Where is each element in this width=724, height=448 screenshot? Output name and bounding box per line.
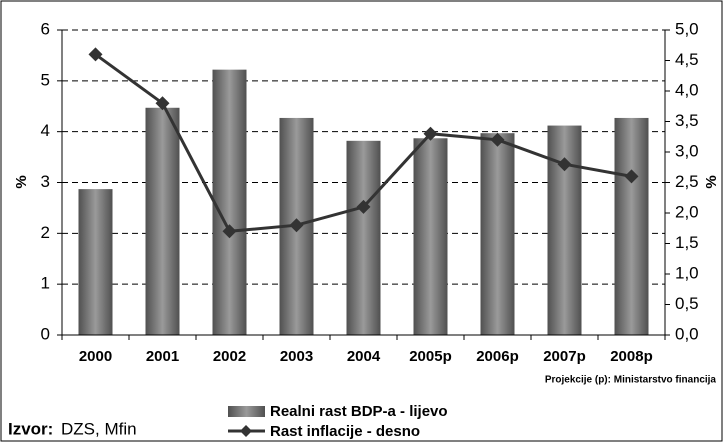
source-label: Izvor: xyxy=(8,419,53,438)
x-tick-label: 2008p xyxy=(610,348,653,365)
y-tick-label: 6 xyxy=(41,19,50,38)
bar xyxy=(145,107,180,336)
y2-tick-label: 3,5 xyxy=(675,111,699,130)
bar xyxy=(413,138,448,335)
x-tick-label: 2002 xyxy=(213,348,246,365)
y-tick-label: 3 xyxy=(41,172,50,191)
annotation: Projekcije (p): Ministarstvo financija xyxy=(545,375,717,386)
x-tick-label: 2007p xyxy=(543,348,586,365)
y2-tick-label: 4,5 xyxy=(675,50,699,69)
x-tick-label: 2005p xyxy=(409,348,452,365)
marker xyxy=(490,132,505,147)
bar xyxy=(547,125,582,335)
y2-tick-label: 0,5 xyxy=(675,294,699,313)
bar xyxy=(78,189,113,335)
y-tick-label: 0 xyxy=(41,324,50,343)
marker xyxy=(624,169,639,184)
y-tick-label: 2 xyxy=(41,223,50,242)
bar xyxy=(212,69,247,336)
y2-axis-label: % xyxy=(703,175,720,188)
x-tick-label: 2006p xyxy=(476,348,519,365)
marker xyxy=(289,218,304,233)
y2-tick-label: 2,5 xyxy=(675,172,699,191)
bar xyxy=(346,140,381,335)
y2-tick-label: 1,5 xyxy=(675,233,699,252)
marker xyxy=(557,157,572,172)
y2-tick-label: 2,0 xyxy=(675,202,699,221)
y-axis-label: % xyxy=(13,175,30,188)
x-tick-label: 2004 xyxy=(347,348,381,365)
marker xyxy=(88,47,103,62)
y-tick-label: 1 xyxy=(41,274,50,293)
marker xyxy=(423,126,438,141)
x-tick-label: 2001 xyxy=(146,348,179,365)
legend-label: Realni rast BDP-a - lijevo xyxy=(270,403,448,420)
source: DZS, Mfin xyxy=(61,419,137,438)
y2-tick-label: 1,0 xyxy=(675,263,699,282)
y2-tick-label: 0,0 xyxy=(675,324,699,343)
marker xyxy=(356,199,371,214)
y-tick-label: 5 xyxy=(41,70,50,89)
legend-swatch xyxy=(228,406,265,417)
legend-marker xyxy=(240,425,252,437)
x-tick-label: 2003 xyxy=(280,348,313,365)
marker xyxy=(222,224,237,239)
y-tick-label: 4 xyxy=(41,121,50,140)
marker xyxy=(155,96,170,111)
legend-label: Rast inflacije - desno xyxy=(270,423,420,440)
bar xyxy=(614,117,649,335)
y2-tick-label: 5,0 xyxy=(675,19,699,38)
y2-tick-label: 3,0 xyxy=(675,141,699,160)
y2-tick-label: 4,0 xyxy=(675,80,699,99)
bar xyxy=(480,133,515,335)
x-tick-label: 2000 xyxy=(79,348,112,365)
